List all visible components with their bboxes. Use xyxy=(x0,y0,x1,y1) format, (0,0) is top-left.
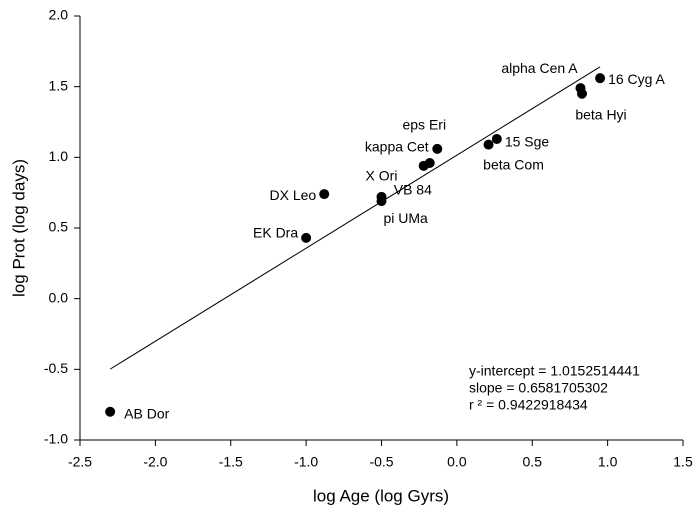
x-tick-label: 1.0 xyxy=(598,454,618,470)
y-tick-label: -0.5 xyxy=(44,360,68,376)
point xyxy=(432,143,443,154)
point-label: alpha Cen A xyxy=(501,60,578,76)
x-tick-label: -0.5 xyxy=(369,454,393,470)
point xyxy=(301,232,312,243)
point xyxy=(576,88,587,99)
point-label: eps Eri xyxy=(402,117,446,133)
fit-stat: r ² = 0.9422918434 xyxy=(469,397,588,413)
point-label: AB Dor xyxy=(124,405,169,421)
x-tick-label: 0.5 xyxy=(523,454,543,470)
x-tick-label: -2.0 xyxy=(143,454,167,470)
point xyxy=(105,406,116,417)
fit-line xyxy=(109,66,601,370)
y-tick-label: 0.0 xyxy=(49,289,69,305)
point-label: 15 Sge xyxy=(505,134,550,150)
x-tick-label: -1.0 xyxy=(294,454,318,470)
point-label: beta Com xyxy=(483,156,544,172)
point-label: 16 Cyg A xyxy=(608,71,665,87)
y-tick-label: 1.0 xyxy=(49,148,69,164)
point-label: VB 84 xyxy=(394,182,432,198)
point-label: EK Dra xyxy=(253,225,298,241)
x-tick-label: -2.5 xyxy=(68,454,92,470)
point-label: DX Leo xyxy=(270,187,317,203)
y-tick-label: -1.0 xyxy=(44,431,68,447)
point-label: beta Hyi xyxy=(575,106,626,122)
y-tick-label: 2.0 xyxy=(49,7,69,23)
x-tick-label: 1.5 xyxy=(673,454,693,470)
x-tick-label: 0.0 xyxy=(447,454,467,470)
point xyxy=(595,73,606,84)
fit-stat: slope = 0.6581705302 xyxy=(469,380,608,396)
point xyxy=(483,139,494,150)
point xyxy=(376,196,387,207)
point xyxy=(418,160,429,171)
x-tick-label: -1.5 xyxy=(219,454,243,470)
y-tick-label: 1.5 xyxy=(49,77,69,93)
y-tick-label: 0.5 xyxy=(49,219,69,235)
y-axis-title: log Prot (log days) xyxy=(9,159,28,297)
x-axis-title: log Age (log Gyrs) xyxy=(313,486,449,505)
point-label: pi UMa xyxy=(384,210,429,226)
fit-stat: y-intercept = 1.0152514441 xyxy=(469,363,640,379)
point xyxy=(319,189,330,200)
point xyxy=(491,133,502,144)
point-label: X Ori xyxy=(366,168,398,184)
point-label: kappa Cet xyxy=(365,139,429,155)
